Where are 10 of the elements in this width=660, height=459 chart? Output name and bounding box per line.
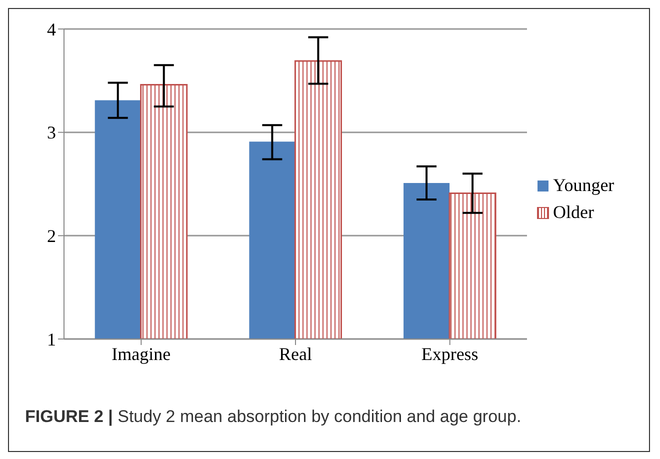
y-tick-label: 4 bbox=[47, 19, 56, 40]
x-tick-label: Imagine bbox=[112, 344, 171, 364]
text: Older bbox=[553, 202, 594, 223]
legend-label: Younger bbox=[553, 175, 614, 196]
y-tick-label: 2 bbox=[47, 226, 56, 246]
caption: FIGURE 2 | Study 2 mean absorption by condition and age group. bbox=[25, 407, 522, 426]
y-tick-label: 3 bbox=[47, 122, 56, 143]
x-tick-label: Express bbox=[421, 344, 478, 364]
y-tick-label: 1 bbox=[47, 329, 56, 350]
x-tick-label: Real bbox=[279, 344, 312, 364]
